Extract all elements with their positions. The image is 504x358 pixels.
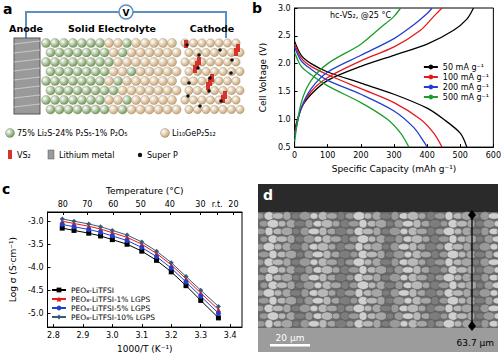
svg-text:Cell Voltage (V): Cell Voltage (V) <box>258 43 268 112</box>
svg-text:400: 400 <box>419 151 434 160</box>
svg-text:PEO₈-LiTFSI-1% LGPS: PEO₈-LiTFSI-1% LGPS <box>71 295 150 304</box>
svg-text:3.4: 3.4 <box>224 331 237 340</box>
svg-text:b: b <box>252 0 262 16</box>
svg-text:20 μm: 20 μm <box>276 333 305 343</box>
svg-text:3.3: 3.3 <box>194 331 207 340</box>
svg-text:3.0: 3.0 <box>278 4 291 13</box>
svg-text:-5.0: -5.0 <box>28 309 44 318</box>
svg-text:Cathode: Cathode <box>190 23 234 34</box>
svg-text:3.0: 3.0 <box>106 331 119 340</box>
svg-text:V: V <box>123 8 130 18</box>
svg-text:63.7 μm: 63.7 μm <box>457 338 494 348</box>
svg-text:500 mA g⁻¹: 500 mA g⁻¹ <box>443 93 489 102</box>
svg-text:40: 40 <box>165 200 175 209</box>
svg-text:100: 100 <box>320 151 335 160</box>
svg-text:2.5: 2.5 <box>278 31 291 40</box>
svg-text:2.8: 2.8 <box>47 331 60 340</box>
svg-text:Specific Capacity (mAh g⁻¹): Specific Capacity (mAh g⁻¹) <box>332 164 457 174</box>
svg-text:200 mA g⁻¹: 200 mA g⁻¹ <box>443 83 489 92</box>
svg-text:Log σ (S·cm⁻¹): Log σ (S·cm⁻¹) <box>8 237 18 302</box>
svg-text:Li₁₀GeP₂S₁₂: Li₁₀GeP₂S₁₂ <box>172 129 216 138</box>
svg-text:c: c <box>2 181 10 197</box>
svg-text:-3.0: -3.0 <box>28 217 44 226</box>
svg-text:Temperature (°C): Temperature (°C) <box>105 186 184 196</box>
svg-text:20: 20 <box>228 200 238 209</box>
svg-text:2.0: 2.0 <box>278 59 291 68</box>
svg-text:600: 600 <box>486 151 501 160</box>
svg-text:a: a <box>3 1 12 17</box>
svg-text:3.2: 3.2 <box>165 331 178 340</box>
svg-text:Super P: Super P <box>147 151 178 160</box>
svg-text:30: 30 <box>195 200 205 209</box>
svg-text:300: 300 <box>386 151 401 160</box>
svg-text:hc-VS₂, @25 °C: hc-VS₂, @25 °C <box>330 11 391 20</box>
svg-text:100 mA g⁻¹: 100 mA g⁻¹ <box>443 73 489 82</box>
svg-text:0.5: 0.5 <box>278 143 291 152</box>
svg-text:200: 200 <box>353 151 368 160</box>
svg-text:2.9: 2.9 <box>77 331 90 340</box>
svg-text:50 mA g⁻¹: 50 mA g⁻¹ <box>443 63 484 72</box>
svg-text:75% Li₂S-24% P₂S₅-1% P₂O₅: 75% Li₂S-24% P₂S₅-1% P₂O₅ <box>17 129 127 138</box>
svg-text:Solid Electrolyte: Solid Electrolyte <box>68 23 156 34</box>
svg-text:1.0: 1.0 <box>278 115 291 124</box>
svg-text:50: 50 <box>136 200 146 209</box>
svg-text:-3.5: -3.5 <box>28 240 44 249</box>
svg-text:PEO₈-LiTFSI-10% LGPS: PEO₈-LiTFSI-10% LGPS <box>71 313 155 322</box>
svg-text:d: d <box>263 187 273 203</box>
svg-text:1000/T (K⁻¹): 1000/T (K⁻¹) <box>117 344 173 354</box>
svg-text:60: 60 <box>108 200 118 209</box>
svg-text:3.1: 3.1 <box>135 331 148 340</box>
svg-text:Lithium metal: Lithium metal <box>59 151 115 160</box>
svg-text:Anode: Anode <box>9 23 43 34</box>
svg-text:500: 500 <box>453 151 468 160</box>
svg-text:0: 0 <box>292 151 297 160</box>
svg-text:-4.0: -4.0 <box>28 263 44 272</box>
svg-text:PEO₈-LiTFSI-5% LGPS: PEO₈-LiTFSI-5% LGPS <box>71 304 150 313</box>
svg-text:VS₂: VS₂ <box>17 151 31 160</box>
svg-text:1.5: 1.5 <box>278 87 291 96</box>
svg-text:70: 70 <box>82 200 92 209</box>
svg-text:-4.5: -4.5 <box>28 286 44 295</box>
svg-text:80: 80 <box>58 200 68 209</box>
svg-text:PEO₈-LiTFSI: PEO₈-LiTFSI <box>71 286 114 295</box>
svg-text:r.t.: r.t. <box>212 200 223 209</box>
